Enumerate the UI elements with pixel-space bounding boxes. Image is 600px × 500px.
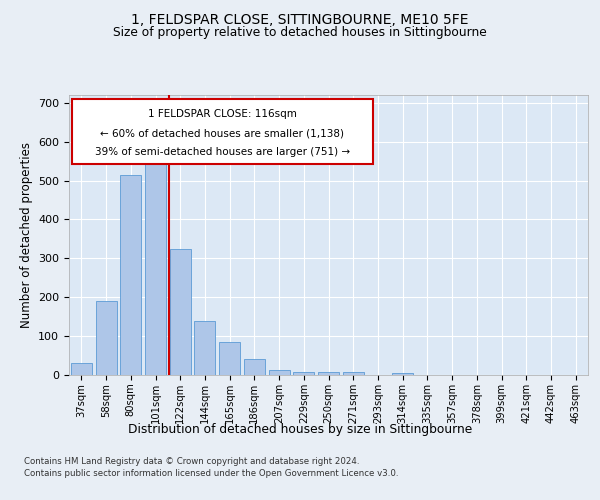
Bar xyxy=(244,360,265,375)
Text: Distribution of detached houses by size in Sittingbourne: Distribution of detached houses by size … xyxy=(128,422,472,436)
Text: Contains HM Land Registry data © Crown copyright and database right 2024.: Contains HM Land Registry data © Crown c… xyxy=(24,458,359,466)
Bar xyxy=(170,248,191,375)
Text: 1 FELDSPAR CLOSE: 116sqm: 1 FELDSPAR CLOSE: 116sqm xyxy=(148,109,296,119)
Text: Contains public sector information licensed under the Open Government Licence v3: Contains public sector information licen… xyxy=(24,469,398,478)
Text: 1, FELDSPAR CLOSE, SITTINGBOURNE, ME10 5FE: 1, FELDSPAR CLOSE, SITTINGBOURNE, ME10 5… xyxy=(131,12,469,26)
Bar xyxy=(343,372,364,375)
Bar xyxy=(71,364,92,375)
Bar xyxy=(120,174,141,375)
Bar xyxy=(95,301,116,375)
Bar xyxy=(194,320,215,375)
Text: ← 60% of detached houses are smaller (1,138): ← 60% of detached houses are smaller (1,… xyxy=(100,128,344,138)
Text: Size of property relative to detached houses in Sittingbourne: Size of property relative to detached ho… xyxy=(113,26,487,39)
FancyBboxPatch shape xyxy=(71,99,373,164)
Text: 39% of semi-detached houses are larger (751) →: 39% of semi-detached houses are larger (… xyxy=(95,148,350,158)
Bar xyxy=(392,372,413,375)
Bar xyxy=(219,342,240,375)
Bar xyxy=(293,372,314,375)
Bar xyxy=(318,372,339,375)
Y-axis label: Number of detached properties: Number of detached properties xyxy=(20,142,32,328)
Bar xyxy=(145,157,166,375)
Bar xyxy=(269,370,290,375)
